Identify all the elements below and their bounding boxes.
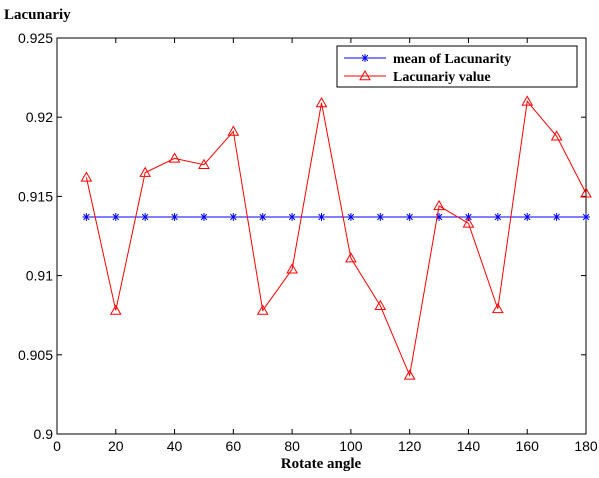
data-point (317, 212, 326, 221)
legend: mean of Lacunarity Lacunariy value (336, 45, 578, 88)
data-point (376, 212, 385, 221)
data-point (168, 152, 181, 163)
data-point (256, 304, 269, 315)
data-point (550, 130, 563, 141)
legend-label-mean: mean of Lacunarity (393, 52, 511, 67)
x-tick-label: 160 (516, 438, 540, 454)
data-point (374, 299, 387, 310)
y-tick-label: 0.91 (26, 268, 53, 284)
data-point (462, 217, 475, 228)
data-point (80, 171, 93, 182)
data-point (403, 369, 416, 380)
data-point (345, 252, 357, 263)
x-tick-label: 80 (284, 438, 300, 454)
data-point (141, 212, 150, 221)
x-tick-label: 100 (339, 438, 363, 454)
series-line (85, 100, 587, 378)
data-point (523, 212, 532, 221)
data-point (229, 212, 238, 221)
y-tick-label: 0.9 (34, 426, 54, 442)
data-point (493, 212, 502, 221)
x-tick-label: 40 (167, 438, 183, 454)
y-tick-label: 0.92 (26, 109, 53, 125)
data-point (258, 212, 267, 221)
x-tick-label: 60 (226, 438, 242, 454)
data-point (288, 212, 297, 221)
data-point (405, 212, 414, 221)
data-point (361, 54, 369, 62)
legend-marker-value (359, 69, 371, 81)
data-point (198, 158, 210, 169)
data-point (170, 212, 179, 221)
y-axis-title: Lacunariy (4, 7, 71, 23)
x-tick-label: 20 (108, 438, 124, 454)
legend-box (336, 45, 578, 88)
data-point (82, 212, 91, 221)
data-point (286, 263, 298, 274)
x-tick-label: 120 (398, 438, 422, 454)
x-tick-label: 0 (53, 438, 61, 454)
x-axis-title: Rotate angle (281, 456, 362, 472)
data-point (199, 212, 208, 221)
series-value (80, 95, 592, 380)
y-tick-label: 0.905 (18, 347, 53, 363)
data-point (552, 212, 561, 221)
data-point (464, 212, 473, 221)
y-tick-label: 0.925 (18, 30, 53, 46)
data-point (139, 166, 152, 177)
legend-marker-mean (361, 54, 369, 62)
y-tick-label: 0.915 (18, 188, 53, 204)
legend-label-value: Lacunariy value (393, 70, 491, 85)
data-point (227, 125, 240, 136)
x-tick-label: 140 (457, 438, 481, 454)
x-tick-label: 180 (574, 438, 598, 454)
data-point (433, 199, 445, 211)
data-point (315, 96, 328, 108)
data-point (521, 95, 534, 106)
data-point (359, 69, 371, 81)
data-point (346, 212, 355, 221)
data-point (111, 212, 120, 221)
data-point (580, 187, 592, 198)
data-point (491, 302, 504, 314)
data-point (109, 304, 122, 315)
series-mean (82, 212, 590, 221)
data-point (582, 212, 590, 221)
